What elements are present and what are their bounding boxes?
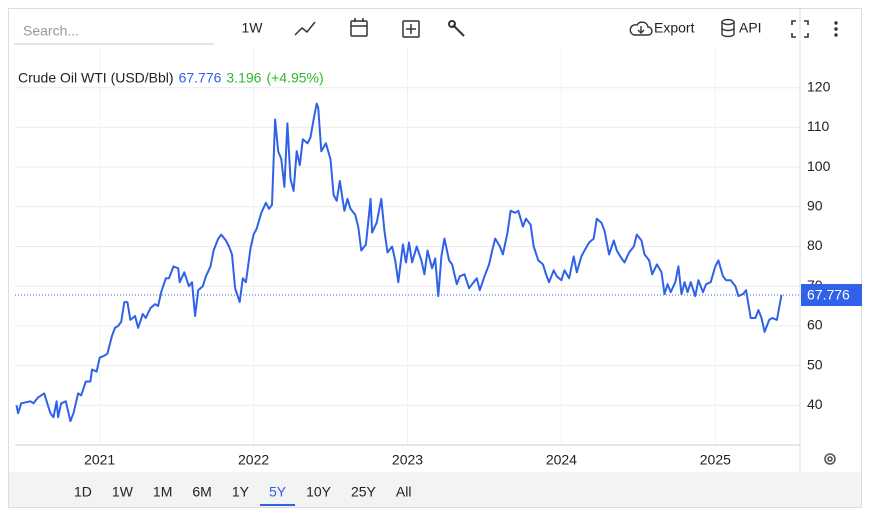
range-button[interactable]: All	[396, 484, 412, 500]
export-icon[interactable]	[629, 21, 653, 36]
y-tick-label: 80	[807, 237, 823, 253]
y-tick-label: 90	[807, 198, 823, 214]
range-button[interactable]: 1M	[153, 484, 172, 500]
interval-button[interactable]: 1W	[242, 20, 264, 36]
api-button[interactable]: API	[739, 20, 762, 36]
y-tick-label: 60	[807, 317, 823, 333]
plot: 4050607080901001101202021202220232024202…	[15, 8, 862, 472]
range-button[interactable]: 25Y	[351, 484, 377, 500]
price-change-percent: (+4.95%)	[266, 70, 323, 86]
search-input[interactable]: Search...	[23, 23, 79, 39]
last-price: 67.776	[179, 70, 222, 86]
calendar-icon[interactable]	[350, 18, 368, 37]
price-line	[15, 102, 783, 423]
range-bar	[9, 472, 861, 507]
last-price-tag	[801, 284, 862, 307]
range-button[interactable]: 10Y	[306, 484, 332, 500]
last-price-label: 67.776	[807, 287, 850, 303]
range-selected-underline	[259, 504, 296, 506]
x-tick-label: 2021	[84, 452, 115, 468]
y-tick-label: 40	[807, 396, 823, 412]
range-button[interactable]: 1D	[74, 484, 92, 500]
range-button[interactable]: 6M	[192, 484, 211, 500]
range-button[interactable]: 1W	[112, 484, 134, 500]
series-name: Crude Oil WTI (USD/Bbl)	[18, 70, 174, 86]
y-tick-label: 120	[807, 78, 831, 94]
chart-type-icon[interactable]	[294, 21, 316, 36]
x-tick-label: 2025	[700, 452, 731, 468]
range-buttons: 1D 1W 1M 6M 1Y 5Y 10Y 25Y All	[74, 484, 411, 506]
tools-icon[interactable]	[448, 20, 465, 37]
range-button[interactable]: 1Y	[232, 484, 250, 500]
fullscreen-icon[interactable]	[791, 20, 809, 38]
settings-icon[interactable]	[824, 453, 836, 465]
x-tick-label: 2024	[546, 452, 577, 468]
y-tick-label: 100	[807, 158, 831, 174]
menu-icon[interactable]	[834, 21, 838, 37]
x-tick-label: 2022	[238, 452, 269, 468]
x-tick-label: 2023	[392, 452, 423, 468]
y-tick-label: 110	[807, 118, 830, 134]
api-icon[interactable]	[721, 18, 735, 38]
indicator-icon[interactable]	[402, 20, 420, 38]
export-button[interactable]: Export	[654, 20, 695, 36]
y-tick-label: 50	[807, 356, 823, 372]
range-button[interactable]: 5Y	[269, 484, 287, 500]
price-change: 3.196	[226, 70, 261, 86]
